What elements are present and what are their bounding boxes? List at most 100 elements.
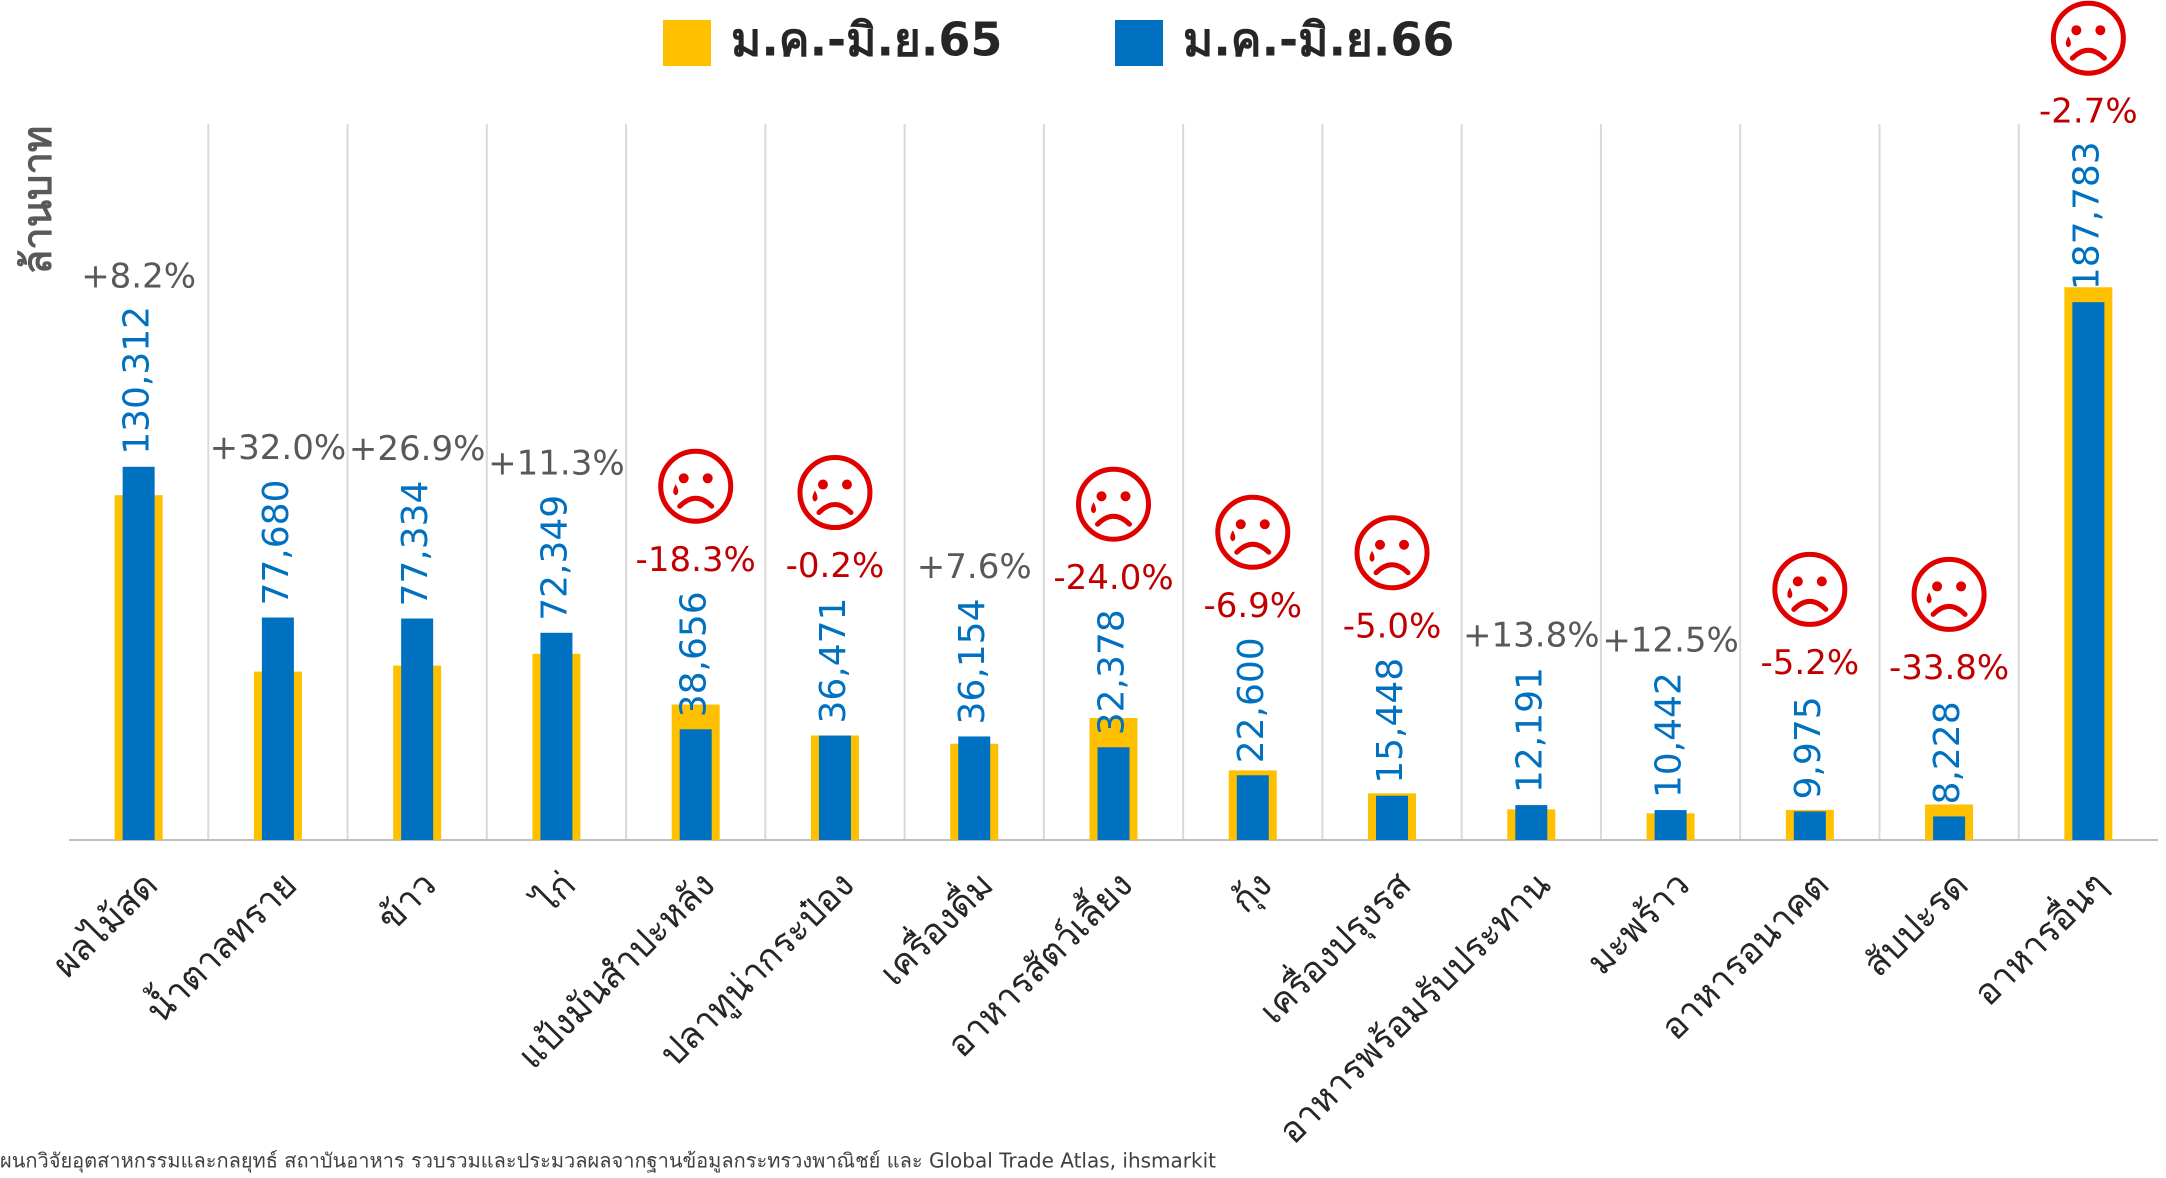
bar [1933,816,1966,840]
sad-face-outline [1076,466,1151,542]
value-label: 22,600 [1231,637,1272,763]
sad-face-eye [1096,491,1107,502]
value-label: 15,448 [1370,658,1411,784]
change-label: -33.8% [1889,648,2009,688]
value-label: 10,442 [1649,672,1690,798]
value-label: 72,349 [534,495,575,621]
sad-face-tear [1369,550,1375,562]
sad-face [658,448,734,524]
bar [2072,302,2105,841]
bar [1097,747,1130,840]
bar [122,466,155,840]
bar [1654,810,1687,840]
x-tick-label: มะพร้าว [1580,864,1698,982]
x-tick-label: ผลไม้สด [44,864,166,986]
sad-face-mouth [2069,47,2107,61]
sad-face-mouth [1791,598,1829,612]
value-label: 36,154 [952,598,993,724]
sad-face-outline [2050,0,2126,76]
sad-face-eye [702,473,713,484]
x-tick-label: เครื่องดื่ม [869,861,1002,994]
sad-face-tear [812,490,818,502]
sad-face-eye [1259,519,1270,530]
sad-face-eye [1235,519,1246,530]
sad-face-eye [1120,491,1131,502]
change-label: +11.3% [488,443,625,483]
sad-face-eye [1956,581,1967,592]
sad-face-mouth [1234,541,1272,555]
change-label: +8.2% [81,256,196,296]
sad-face-eye [1932,581,1943,592]
sad-face-tear [2065,36,2071,48]
sad-face [2050,0,2126,76]
sad-face-mouth [816,502,854,516]
legend-label: ม.ค.-มิ.ย.65 [731,13,1002,67]
x-tick-label: สับปะรด [1856,864,1977,985]
sad-face-outline [1354,515,1430,591]
sad-face-mouth [677,495,715,509]
value-label: 130,312 [117,306,158,455]
bar [679,729,712,840]
sad-face-mouth [1095,513,1132,527]
change-label: -5.2% [1761,643,1860,683]
bar [1793,811,1826,840]
change-label: -18.3% [636,540,756,580]
sad-face-outline [1911,556,1987,632]
sad-face-eye [678,473,689,484]
change-label: +26.9% [349,429,486,469]
change-label: +32.0% [210,428,347,468]
x-tick-label: อาหารพร้อมรับประทาน [1271,864,1559,1152]
sad-face-eye [2071,25,2082,36]
bar [1236,775,1269,840]
value-label: 8,228 [1927,701,1968,804]
sad-face-eye [2095,25,2106,36]
y-axis-label: ล้านบาท [15,126,61,275]
x-tick-label: น้ำตาลทราย [134,859,306,1031]
sad-face-tear [1787,587,1793,599]
sad-face-tear [1926,592,1932,604]
sad-face-eye [1375,539,1386,550]
value-label: 36,471 [813,598,854,724]
value-label: 187,783 [2066,141,2107,290]
sad-face-outline [1772,551,1848,627]
legend-swatch [663,20,711,66]
bar [261,617,294,840]
sad-face-outline [797,455,873,531]
x-tick-label: กุ้ง [1223,864,1281,922]
value-label: 9,975 [1788,696,1829,799]
bar [1515,805,1548,840]
sad-face [797,455,873,531]
bar [401,618,434,840]
x-tick-label: ข้าว [370,864,445,939]
legend-label: ม.ค.-มิ.ย.66 [1183,13,1454,67]
sad-face-eye [817,479,828,490]
sad-face-mouth [1373,562,1411,576]
sad-face-outline [1215,494,1291,570]
change-label: -0.2% [786,546,885,586]
change-label: +13.8% [1463,616,1600,656]
change-label: -5.0% [1343,606,1442,646]
bar [540,632,573,840]
bar [1376,795,1409,840]
sad-face-tear [1091,502,1096,514]
value-label: 12,191 [1509,667,1550,793]
change-label: -2.7% [2039,92,2138,132]
sad-face-mouth [1930,603,1968,617]
bar [958,736,991,840]
sad-face-eye [841,479,852,490]
sad-face [1215,494,1291,570]
value-label: 77,680 [256,480,297,606]
sad-face-outline [658,448,734,524]
value-label: 32,378 [1092,609,1133,735]
change-label: -6.9% [1203,586,1302,626]
value-label: 77,334 [395,481,436,607]
source-note: ผนกวิจัยอุตสาหกรรมและกลยุทธ์ สถาบันอาหาร… [0,1149,1216,1174]
change-label: -24.0% [1053,558,1173,598]
x-tick-label: อาหารอื่นๆ [1963,861,2116,1014]
bar [818,735,851,840]
sad-face [1076,466,1151,542]
change-label: +12.5% [1602,621,1739,661]
sad-face-tear [1230,530,1236,542]
legend-swatch [1115,20,1163,66]
